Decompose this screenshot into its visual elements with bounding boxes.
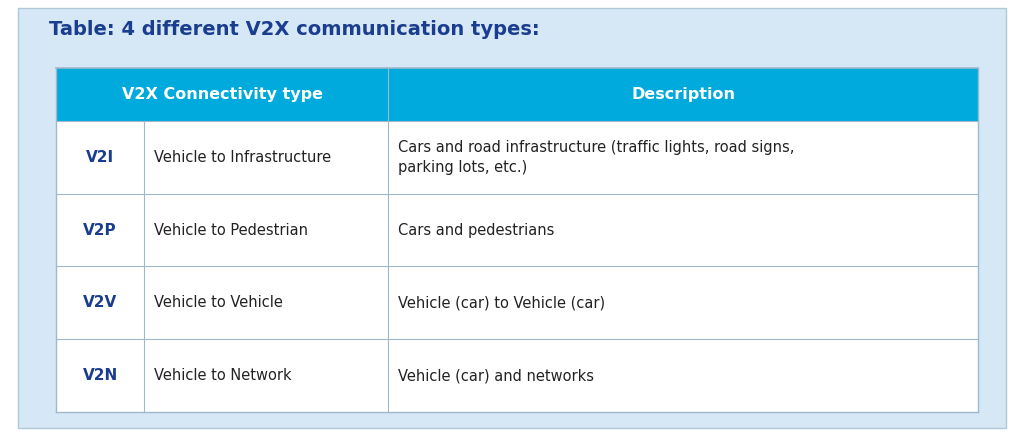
Text: V2I: V2I <box>86 150 114 165</box>
Text: Table: 4 different V2X communication types:: Table: 4 different V2X communication typ… <box>49 20 540 39</box>
Text: Vehicle to Vehicle: Vehicle to Vehicle <box>154 295 283 310</box>
Text: Description: Description <box>631 87 735 102</box>
FancyBboxPatch shape <box>56 121 978 194</box>
Text: V2V: V2V <box>83 295 117 310</box>
Text: Vehicle (car) and networks: Vehicle (car) and networks <box>398 368 594 383</box>
FancyBboxPatch shape <box>56 339 978 412</box>
Text: Vehicle to Network: Vehicle to Network <box>154 368 292 383</box>
Text: Vehicle (car) to Vehicle (car): Vehicle (car) to Vehicle (car) <box>398 295 605 310</box>
Text: Vehicle to Infrastructure: Vehicle to Infrastructure <box>154 150 331 165</box>
Text: V2X Connectivity type: V2X Connectivity type <box>122 87 323 102</box>
FancyBboxPatch shape <box>18 8 1006 428</box>
FancyBboxPatch shape <box>56 194 978 266</box>
FancyBboxPatch shape <box>56 266 978 339</box>
FancyBboxPatch shape <box>56 68 978 121</box>
Text: Cars and pedestrians: Cars and pedestrians <box>398 223 555 238</box>
Text: V2N: V2N <box>83 368 118 383</box>
Text: Cars and road infrastructure (traffic lights, road signs,
parking lots, etc.): Cars and road infrastructure (traffic li… <box>398 140 795 175</box>
Text: Vehicle to Pedestrian: Vehicle to Pedestrian <box>154 223 308 238</box>
Text: V2P: V2P <box>83 223 117 238</box>
